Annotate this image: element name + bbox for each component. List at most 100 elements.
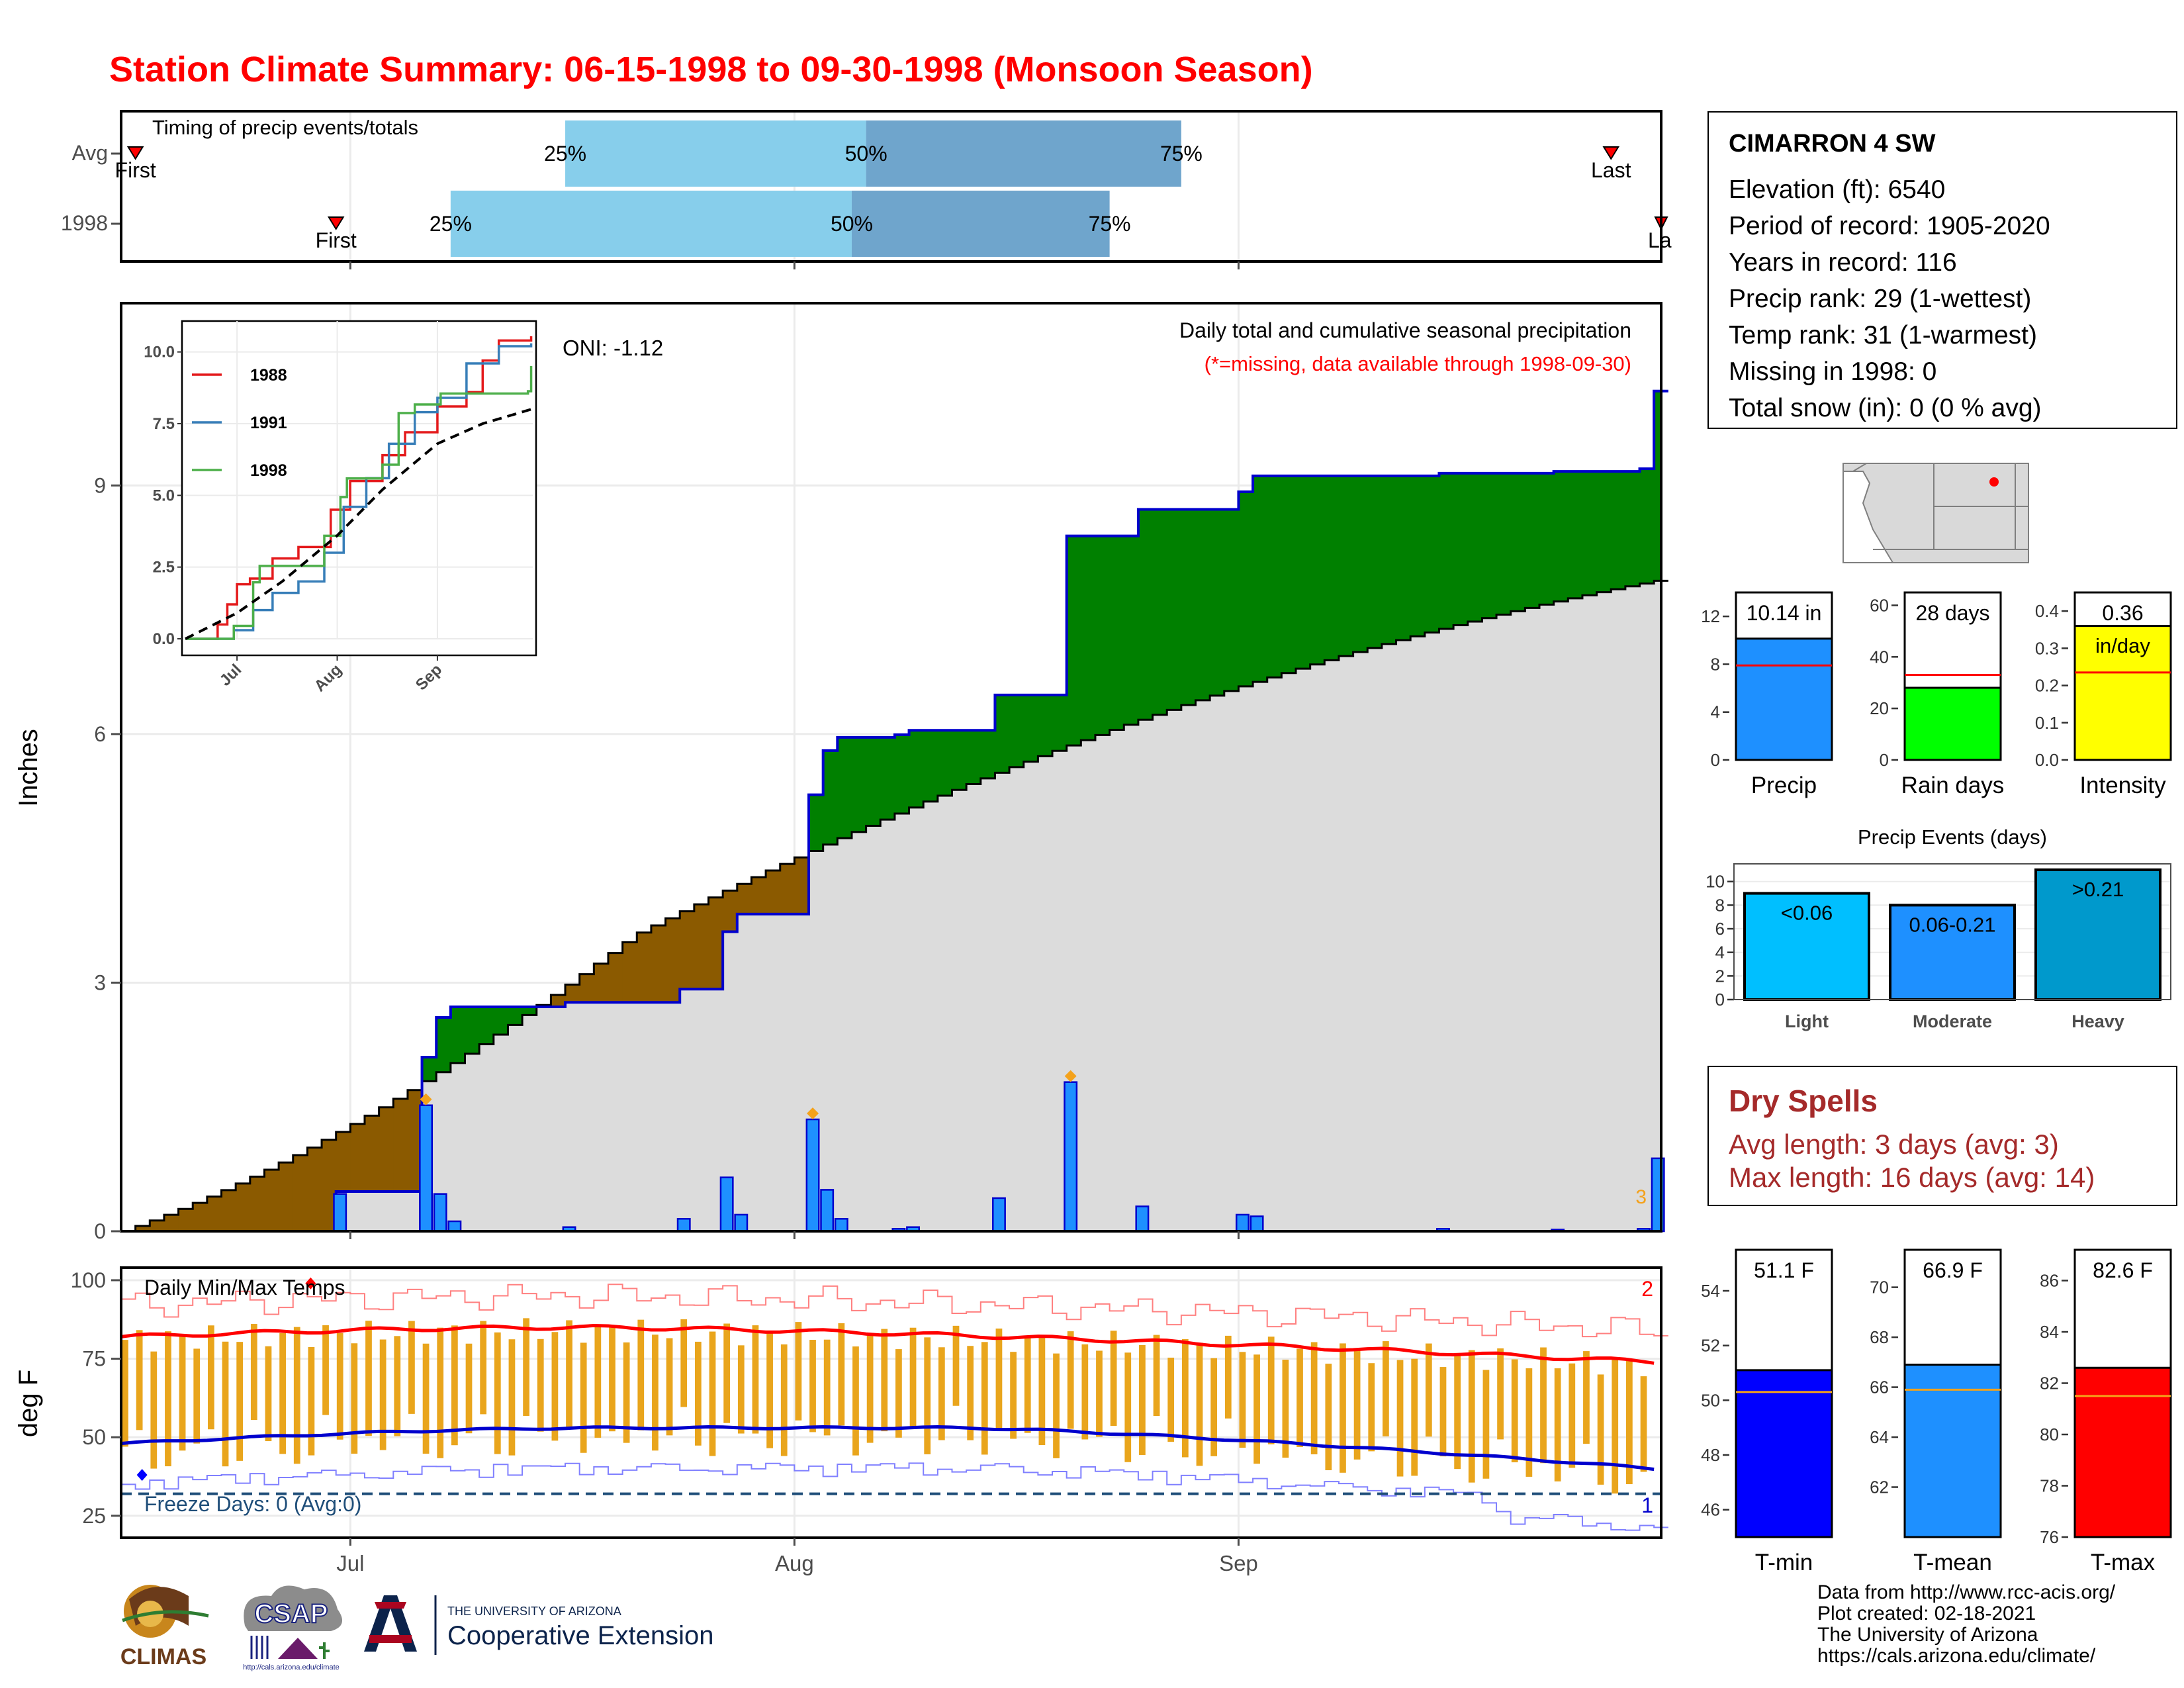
precip-surplus-segment bbox=[851, 737, 867, 832]
temps-daily-bar bbox=[766, 1331, 773, 1448]
precip-deficit-segment bbox=[651, 925, 666, 1003]
summary-t-min-y-tick-label: 52 bbox=[1701, 1336, 1720, 1356]
summary-rain-days-y-tick-label: 0 bbox=[1880, 750, 1889, 770]
temps-daily-bar bbox=[795, 1322, 802, 1421]
precip-surplus-segment bbox=[450, 1006, 466, 1063]
temps-daily-bar bbox=[1511, 1359, 1518, 1463]
temps-y-tick-label: 25 bbox=[82, 1504, 106, 1528]
precip-deficit-segment bbox=[293, 1154, 308, 1231]
credit-data-source: Data from http://www.rcc-acis.org/ bbox=[1817, 1581, 2116, 1603]
temps-daily-bar bbox=[1053, 1353, 1060, 1458]
temps-daily-bar bbox=[1067, 1331, 1074, 1429]
temps-daily-bar bbox=[1482, 1370, 1490, 1479]
summary-t-mean-value-label: 66.9 F bbox=[1923, 1258, 1983, 1282]
precip-deficit-segment bbox=[407, 1090, 423, 1192]
inset-series-line-1998 bbox=[185, 365, 533, 640]
events-category-label: Heavy bbox=[2071, 1011, 2124, 1031]
precip-surplus-segment bbox=[1424, 475, 1439, 633]
precip-surplus-segment bbox=[1582, 471, 1598, 596]
temps-daily-bar bbox=[408, 1321, 415, 1414]
precip-surplus-segment bbox=[1052, 694, 1068, 751]
precip-deficit-segment bbox=[794, 857, 809, 914]
precip-surplus-segment bbox=[1353, 475, 1368, 652]
events-y-tick-label: 6 bbox=[1715, 919, 1725, 939]
precip-surplus-segment bbox=[1195, 509, 1210, 700]
precip-surplus-segment bbox=[1138, 509, 1154, 720]
credits: Data from http://www.rcc-acis.org/ Plot … bbox=[1817, 1582, 2115, 1667]
temps-y-tick-label: 100 bbox=[71, 1268, 106, 1292]
inset-y-tick-label: 7.5 bbox=[153, 415, 175, 433]
precip-deficit-segment bbox=[565, 984, 580, 1003]
climas-logo: CLIMAS bbox=[120, 1585, 209, 1669]
temps-daily-bar bbox=[709, 1331, 716, 1456]
precip-daily-bar bbox=[1235, 1213, 1250, 1233]
credit-university: The University of Arizona bbox=[1817, 1624, 2038, 1646]
temps-daily-bar bbox=[336, 1333, 343, 1440]
precip-surplus-segment bbox=[1367, 475, 1383, 648]
precip-deficit-segment bbox=[178, 1209, 193, 1231]
events-bar-label: >0.21 bbox=[2072, 878, 2124, 901]
temps-daily-bar bbox=[1540, 1347, 1547, 1464]
precip-surplus-segment bbox=[1568, 471, 1583, 598]
precip-panel: ONI: -1.12 Daily total and cumulative sea… bbox=[14, 302, 1668, 1243]
precip-surplus-segment bbox=[479, 1006, 494, 1045]
station-name: CIMARRON 4 SW bbox=[1729, 130, 1936, 158]
temps-daily-bar bbox=[308, 1346, 315, 1456]
precip-surplus-segment bbox=[880, 737, 895, 820]
precip-deficit-segment bbox=[350, 1123, 365, 1192]
precip-deficit-segment bbox=[150, 1220, 165, 1231]
temps-daily-bar bbox=[136, 1330, 143, 1430]
temps-daily-bar bbox=[823, 1339, 831, 1436]
summary-t-max-y-tick-label: 80 bbox=[2040, 1425, 2059, 1444]
precip-surplus-segment bbox=[837, 737, 852, 839]
timing-bar-50-75 bbox=[851, 191, 1110, 257]
temps-daily-bar bbox=[1096, 1350, 1103, 1437]
page-title: Station Climate Summary: 06-15-1998 to 0… bbox=[109, 50, 1313, 89]
summary-t-max-y-tick-label: 84 bbox=[2040, 1322, 2059, 1342]
summary-intensity-bar bbox=[2073, 625, 2172, 761]
temps-daily-bar bbox=[1612, 1358, 1619, 1494]
temps-daily-bar bbox=[379, 1339, 387, 1450]
precip-deficit-segment bbox=[737, 884, 752, 914]
precip-surplus-segment bbox=[1396, 475, 1411, 641]
summary-t-max-y-tick-label: 76 bbox=[2040, 1527, 2059, 1547]
summary-precip-y-tick-label: 12 bbox=[1701, 606, 1720, 626]
summary-t-max-value-label: 82.6 F bbox=[2093, 1258, 2153, 1282]
temps-daily-bar bbox=[193, 1348, 201, 1444]
summary-t-mean-y-tick-label: 62 bbox=[1870, 1477, 1889, 1497]
precip-daily-bar bbox=[1250, 1215, 1264, 1233]
summary-intensity-y-tick-label: 0.3 bbox=[2035, 638, 2059, 658]
temps-daily-bar bbox=[623, 1342, 630, 1443]
precip-deficit-segment bbox=[637, 932, 652, 1003]
temps-daily-bar bbox=[1368, 1363, 1375, 1452]
precip-deficit-segment bbox=[694, 904, 709, 990]
precip-surplus-segment bbox=[1081, 536, 1096, 741]
precip-daily-bar bbox=[820, 1189, 835, 1233]
temps-daily-bar bbox=[551, 1332, 559, 1441]
precip-surplus-segment bbox=[1410, 475, 1426, 637]
precip-surplus-segment bbox=[1009, 694, 1024, 767]
inset-average-line bbox=[185, 408, 532, 640]
timing-label-75: 75% bbox=[1160, 142, 1203, 165]
temps-daily-bar bbox=[1110, 1331, 1117, 1426]
precip-events-panel: Precip Events (days) <0.06 Light 0.06-0.21 M… bbox=[1706, 825, 2171, 1031]
precip-surplus-segment bbox=[1625, 471, 1641, 586]
precip-surplus-segment bbox=[493, 1006, 508, 1035]
temps-daily-bar bbox=[250, 1324, 257, 1420]
inset-series-line-1991 bbox=[185, 343, 533, 640]
precip-surplus-segment bbox=[1038, 694, 1053, 757]
summary-intensity-unit-label: in/day bbox=[2095, 634, 2150, 657]
summary-rain-days-y-tick-label: 40 bbox=[1870, 647, 1889, 667]
timing-last-label: Last bbox=[1591, 158, 1631, 182]
svg-text:http://cals.arizona.edu/climat: http://cals.arizona.edu/climate bbox=[243, 1664, 340, 1671]
precip-deficit-segment bbox=[551, 994, 566, 1007]
events-bar-moderate bbox=[1889, 904, 2016, 1002]
temps-daily-bar bbox=[1239, 1352, 1246, 1448]
temps-daily-bar bbox=[1282, 1360, 1289, 1458]
temps-daily-bar bbox=[1010, 1352, 1017, 1439]
temps-daily-bar bbox=[1196, 1342, 1203, 1466]
temps-daily-bar bbox=[422, 1343, 430, 1454]
dry-spells-max: Max length: 16 days (avg: 14) bbox=[1729, 1162, 2095, 1193]
precip-daily-bar bbox=[991, 1197, 1006, 1233]
summary-intensity-y-tick-label: 0.4 bbox=[2035, 601, 2059, 621]
